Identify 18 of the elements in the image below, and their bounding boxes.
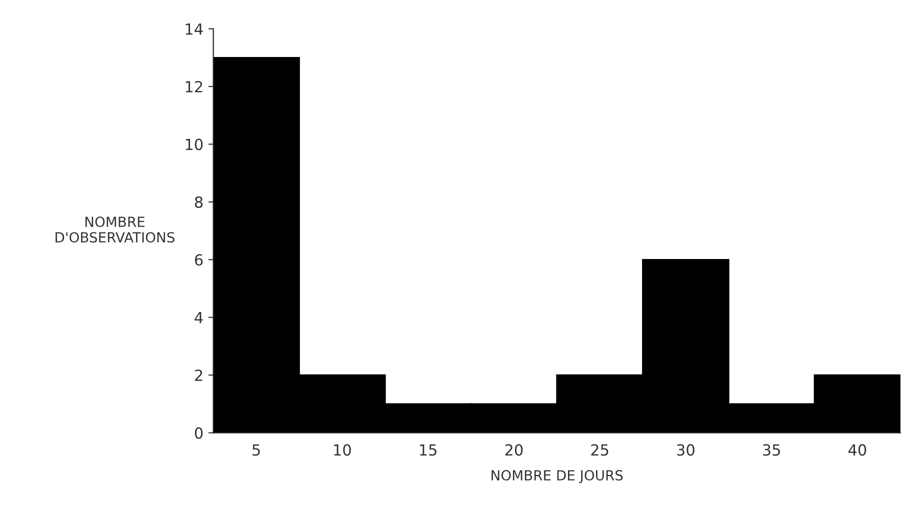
x-axis-title: NOMBRE DE JOURS [492,470,623,484]
y-tick-label: 14 [186,23,203,35]
y-tick-label: 2 [195,370,202,381]
y-axis-title: NOMBRE D'OBSERVATIONS [56,216,174,243]
x-tick-label: 5 [252,444,260,456]
x-tick-label: 20 [505,444,523,456]
x-tick-label: 35 [763,444,780,456]
y-tick-label: 0 [194,427,203,439]
y-tick-label: 8 [194,196,203,208]
x-tick-label: 15 [420,444,436,456]
x-tick-label: 40 [848,444,866,456]
x-tick-label: 10 [334,444,351,456]
y-tick-label: 12 [186,80,202,92]
y-tick-label: 4 [194,312,203,324]
y-tick-label: 10 [186,138,203,150]
x-tick-label: 30 [677,444,694,456]
y-tick-label: 6 [194,254,203,266]
x-tick-label: 25 [591,444,608,456]
